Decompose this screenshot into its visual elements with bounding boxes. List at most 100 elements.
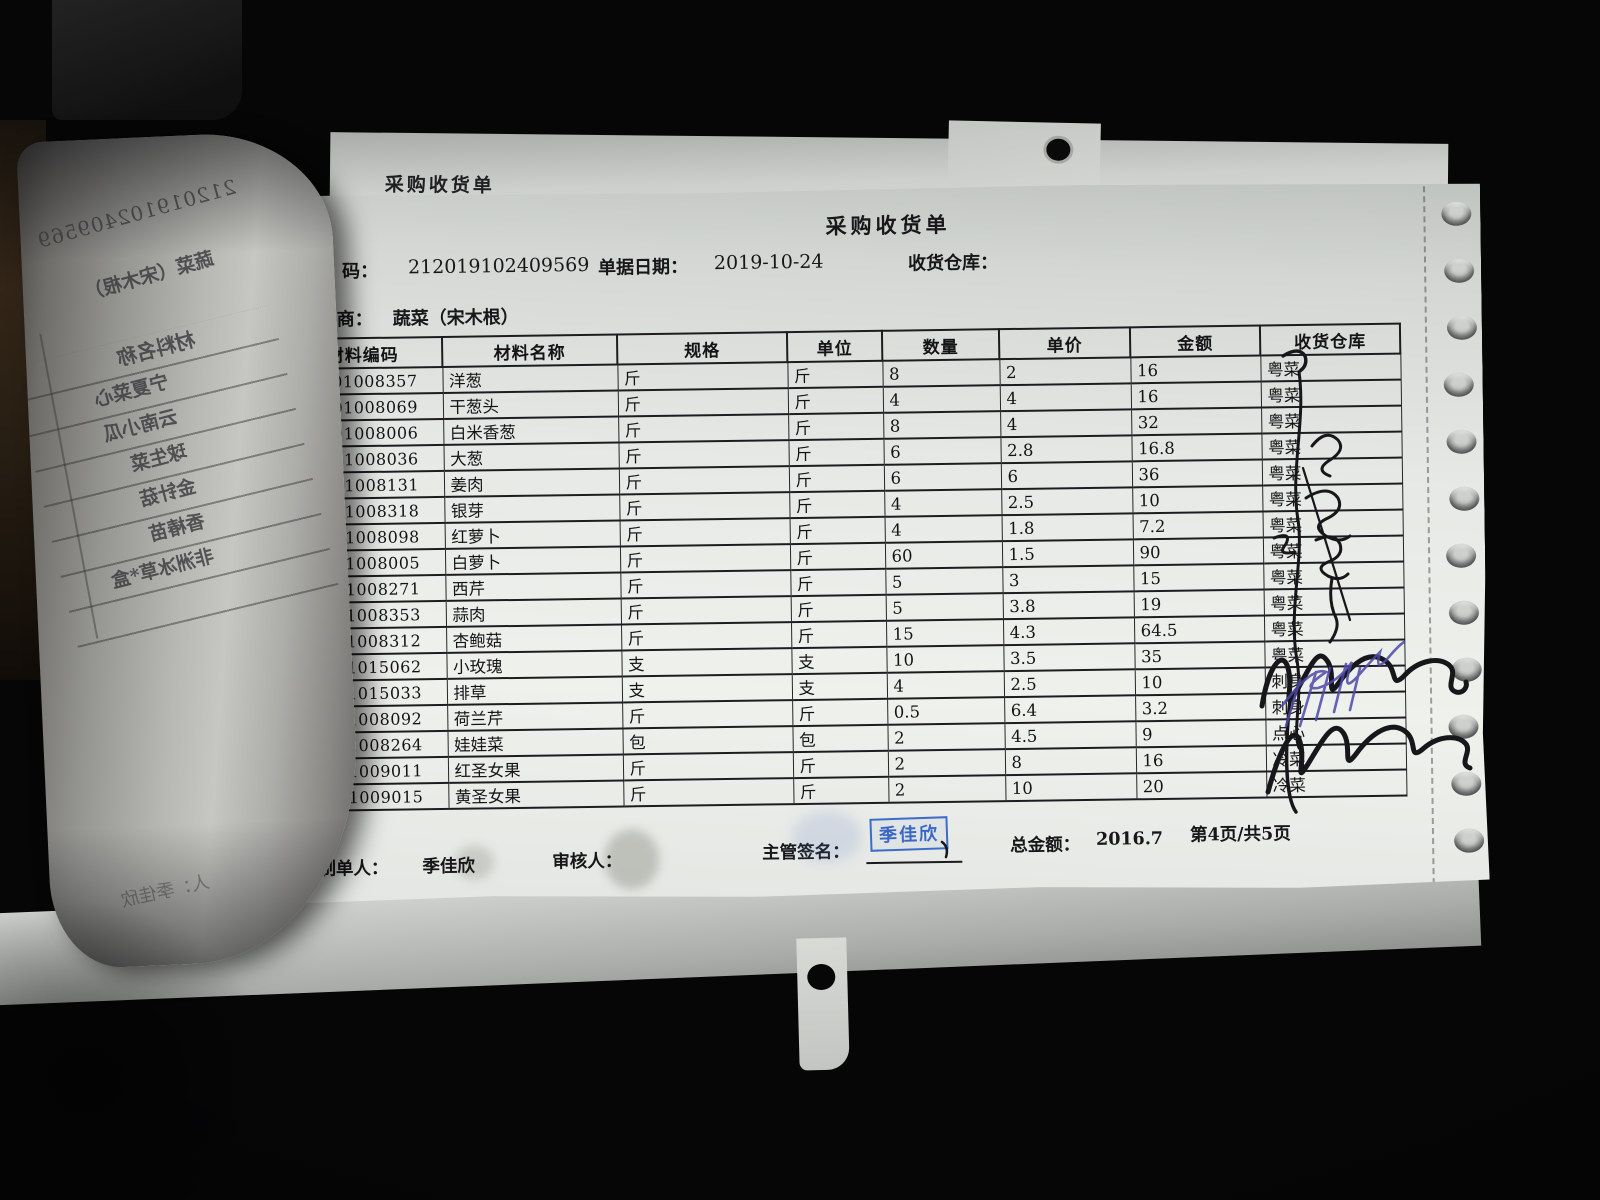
item-amount: 90 [1133,538,1263,566]
item-spec: 斤 [620,570,790,598]
item-qty: 2 [887,723,1004,751]
curled-page: 212019102409569 蔬菜（宋木根） 材料名称 宁夏菜心 云南小瓜 球生菜… [16,128,366,971]
item-warehouse: 冷菜 [1266,744,1406,772]
item-price: 3 [1002,565,1133,593]
item-name: 西芹 [445,572,620,600]
sheet-bottom-tab [796,937,850,1071]
item-price: 4 [1000,383,1131,411]
item-unit: 斤 [788,413,883,440]
item-warehouse: 粤菜 [1261,432,1401,460]
item-spec: 斤 [623,778,793,806]
tractor-feed-hole [1454,828,1484,852]
item-spec: 斤 [617,362,787,390]
punch-hole [1046,138,1071,161]
item-qty: 5 [885,567,1002,595]
item-amount: 16.8 [1131,434,1261,462]
item-name: 蒜肉 [446,598,621,626]
item-warehouse: 刺身 [1265,666,1405,694]
column-header: 数量 [882,329,999,361]
item-unit: 斤 [787,361,882,388]
item-unit: 斤 [791,621,886,648]
item-unit: 斤 [791,595,886,622]
item-amount: 9 [1135,720,1265,748]
item-amount: 19 [1134,590,1264,618]
item-unit: 支 [792,673,887,700]
item-name: 红萝卜 [445,521,620,549]
doc-code-value: 212019102409569 [407,253,590,279]
item-qty: 15 [886,619,1003,647]
receipt-title: 采购收货单 [825,211,951,239]
item-spec: 斤 [618,388,788,416]
item-price: 3.8 [1003,591,1134,619]
item-amount: 10 [1132,486,1262,514]
item-spec: 斤 [622,700,792,728]
item-price: 2.5 [1001,487,1132,515]
item-spec: 斤 [618,440,788,468]
item-amount: 20 [1136,771,1266,799]
item-qty: 4 [885,515,1002,543]
item-unit: 斤 [790,543,885,570]
tractor-feed-hole [1449,486,1479,510]
item-name: 白萝卜 [445,546,620,574]
item-unit: 斤 [790,517,885,544]
doc-date-value: 2019-10-24 [713,250,824,275]
tractor-feed-hole [1446,430,1476,454]
signature-underline [866,861,962,864]
item-unit: 斤 [792,699,887,726]
item-spec: 斤 [620,518,790,546]
item-price: 2.5 [1004,669,1135,697]
item-unit: 斤 [793,777,888,804]
item-qty: 4 [887,671,1004,699]
tractor-feed-hole [1449,601,1479,625]
item-warehouse: 冷菜 [1266,770,1406,798]
receipt-info-row: 码： 212019102409569 单据日期： 2019-10-24 收货仓库… [296,241,1481,284]
item-amount: 36 [1132,460,1262,488]
item-warehouse: 粤菜 [1264,640,1404,668]
column-header: 单位 [787,331,882,362]
item-amount: 16 [1130,356,1260,384]
item-qty: 0.5 [887,697,1004,725]
item-price: 8 [1005,747,1136,775]
item-warehouse: 粤菜 [1262,484,1402,512]
item-unit: 斤 [789,465,884,492]
item-qty: 6 [883,437,1000,465]
item-price: 6.4 [1004,695,1135,723]
total-label: 总金额： [1010,835,1081,857]
tractor-feed-hole [1452,657,1482,681]
item-price: 4 [1000,409,1131,437]
item-warehouse: 粤菜 [1263,536,1403,564]
item-warehouse: 粤菜 [1262,458,1402,486]
item-price: 10 [1005,773,1136,801]
item-unit: 支 [791,647,886,674]
item-price: 3.5 [1003,643,1134,671]
doc-warehouse-label: 收货仓库： [907,252,999,275]
column-header: 材料名称 [442,335,617,367]
supervisor-stamp: 季佳欣 [869,816,948,852]
receipt-sheet: 采购收货单 码： 212019102409569 单据日期： 2019-10-2… [295,179,1490,905]
stamp-ink-ghost [792,810,863,863]
item-name: 洋葱 [442,365,617,393]
tractor-feed-hole [1444,373,1474,397]
total-value: 2016.7 [1095,828,1164,850]
tractor-feed-hole [1451,771,1481,795]
item-spec: 斤 [621,596,791,624]
background-shadow-blob [52,0,242,120]
item-price: 2.8 [1000,435,1131,463]
column-header: 收货仓库 [1260,324,1400,356]
maker-value: 季佳欣 [422,856,476,878]
item-spec: 斤 [621,622,791,650]
page-info: 第4页/共5页 [1189,824,1291,846]
item-qty: 2 [888,749,1005,777]
item-qty: 10 [886,645,1003,673]
item-name: 荷兰芹 [447,702,622,730]
column-header: 金额 [1130,326,1260,358]
item-name: 大葱 [443,443,618,471]
item-name: 姜肉 [444,469,619,497]
tractor-feed-hole [1447,316,1477,340]
item-qty: 4 [884,489,1001,517]
item-price: 1.8 [1002,513,1133,541]
item-name: 排草 [447,676,622,704]
item-amount: 64.5 [1134,616,1264,644]
doc-code-label: 码： [341,260,379,283]
item-unit: 斤 [790,569,885,596]
